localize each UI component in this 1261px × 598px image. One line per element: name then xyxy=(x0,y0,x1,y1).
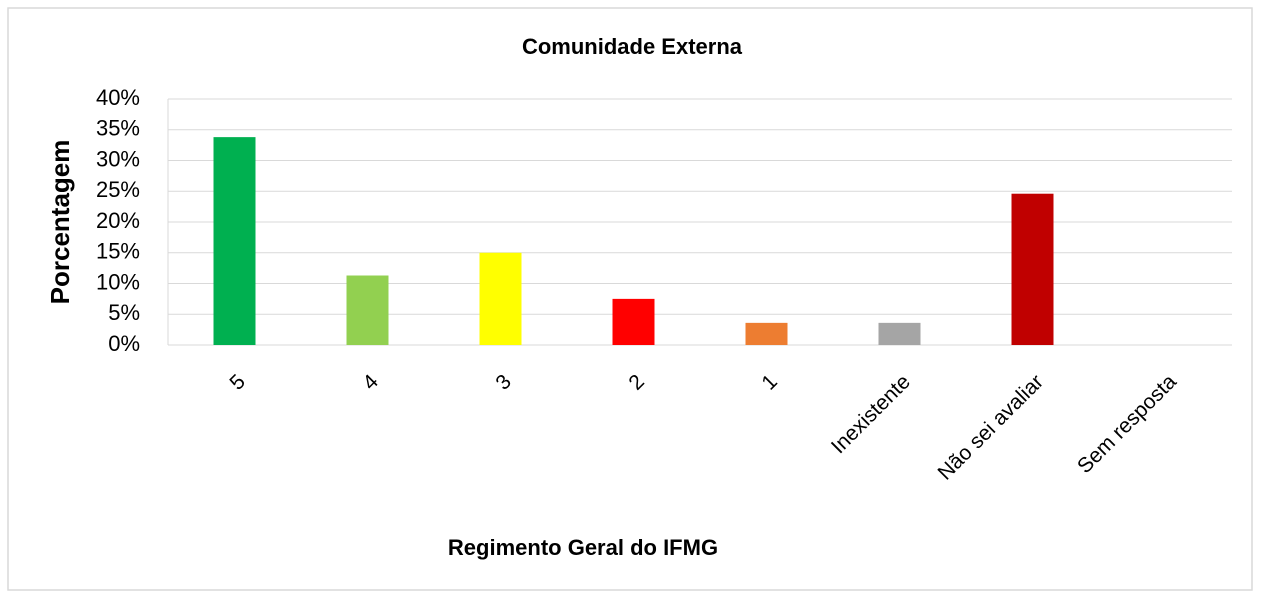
y-tick-label: 5% xyxy=(108,300,140,325)
bar xyxy=(1011,193,1054,345)
chart-title: Comunidade Externa xyxy=(522,34,743,59)
bar xyxy=(479,252,522,345)
bar xyxy=(213,137,256,345)
x-axis-title: Regimento Geral do IFMG xyxy=(448,535,718,560)
y-tick-label: 40% xyxy=(96,85,140,110)
y-axis-title: Porcentagem xyxy=(45,140,75,305)
y-tick-label: 25% xyxy=(96,177,140,202)
y-tick-label: 35% xyxy=(96,116,140,141)
y-tick-label: 0% xyxy=(108,331,140,356)
y-tick-label: 30% xyxy=(96,146,140,171)
bar xyxy=(878,322,921,345)
y-tick-label: 20% xyxy=(96,208,140,233)
y-tick-label: 15% xyxy=(96,239,140,264)
bar xyxy=(612,298,655,345)
y-tick-label: 10% xyxy=(96,269,140,294)
bar xyxy=(745,322,788,345)
bar xyxy=(346,275,389,345)
